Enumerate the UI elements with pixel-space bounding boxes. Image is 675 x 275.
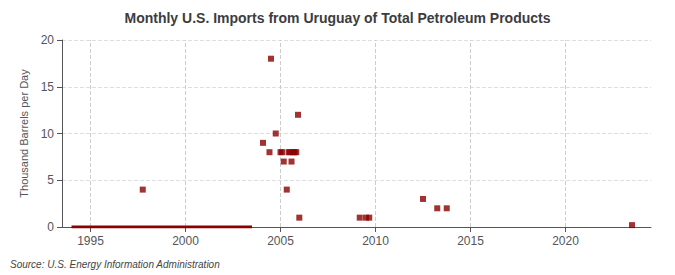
- svg-text:Source: U.S. Energy Informatio: Source: U.S. Energy Information Administ…: [10, 259, 220, 270]
- svg-text:2020: 2020: [552, 234, 579, 248]
- svg-text:10: 10: [41, 127, 55, 141]
- svg-text:20: 20: [41, 33, 55, 47]
- svg-text:2000: 2000: [172, 234, 199, 248]
- svg-text:1995: 1995: [77, 234, 104, 248]
- svg-text:15: 15: [41, 80, 55, 94]
- svg-text:2010: 2010: [362, 234, 389, 248]
- svg-text:5: 5: [47, 173, 54, 187]
- svg-text:0: 0: [47, 220, 54, 234]
- svg-text:2015: 2015: [457, 234, 484, 248]
- svg-text:Monthly U.S. Imports from Urug: Monthly U.S. Imports from Uruguay of Tot…: [125, 10, 551, 26]
- svg-text:2005: 2005: [267, 234, 294, 248]
- svg-text:Thousand Barrels per Day: Thousand Barrels per Day: [18, 69, 30, 198]
